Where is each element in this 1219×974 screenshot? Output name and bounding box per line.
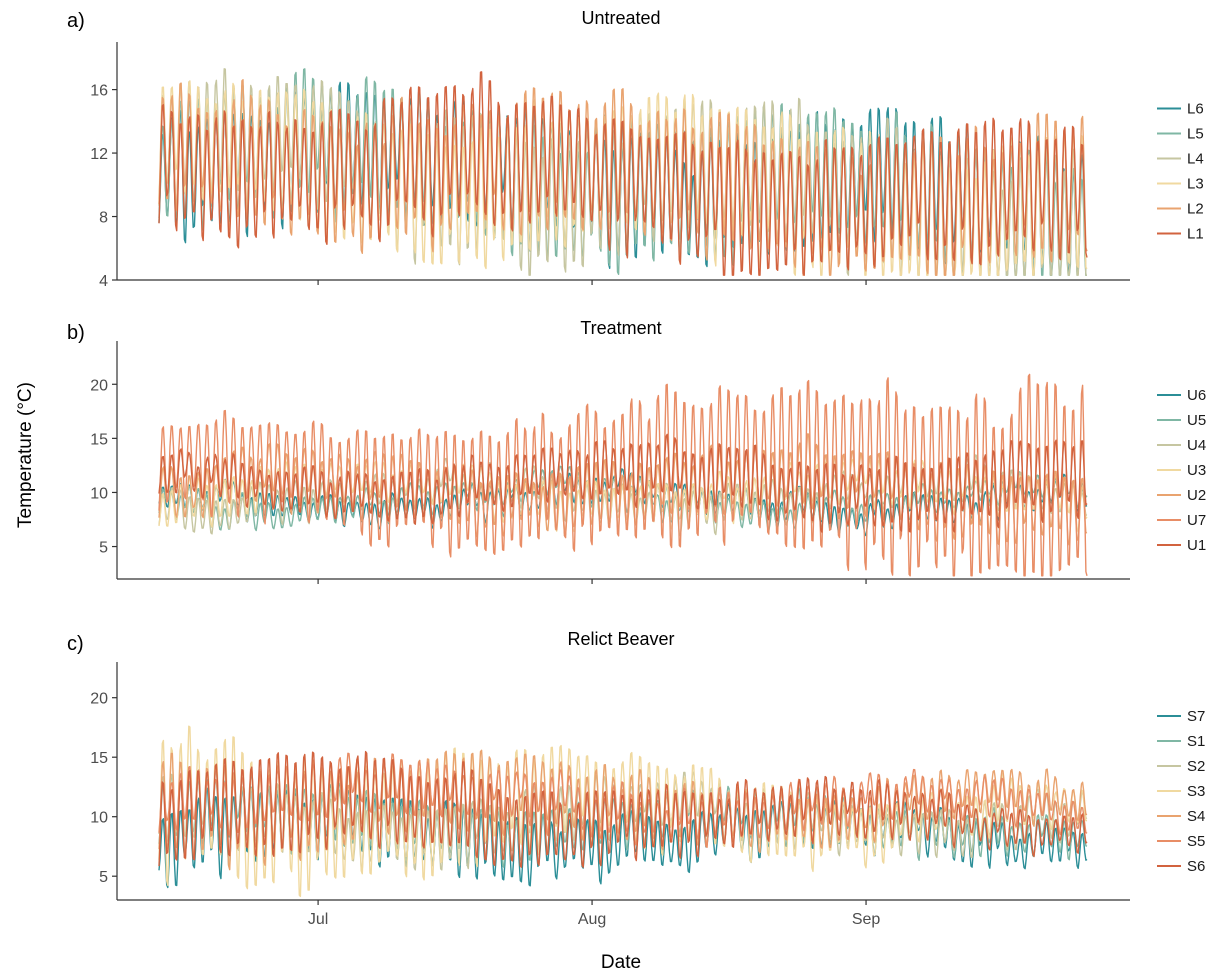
y-tick-label: 10 [90, 810, 108, 827]
legend-label: L3 [1187, 176, 1204, 193]
panels: a) Untreated 4 8 12 16 L6 L5 L4 L3 L2 L1 b) Treatment… [67, 8, 1206, 928]
y-tick-label: 5 [99, 869, 108, 886]
y-tick-label: 20 [90, 691, 108, 708]
legend-label: L4 [1187, 151, 1204, 168]
legend-label: S3 [1187, 783, 1205, 800]
legend: S7 S1 S2 S3 S4 S5 S6 [1157, 708, 1205, 875]
legend-label: U4 [1187, 437, 1206, 454]
legend: U6 U5 U4 U3 U2 U7 U1 [1157, 387, 1206, 554]
legend-label: U7 [1187, 512, 1206, 529]
legend-label: S5 [1187, 833, 1205, 850]
panel-1: a) Untreated 4 8 12 16 L6 L5 L4 L3 L2 L1 [67, 8, 1204, 290]
series-line-l1 [158, 71, 1088, 276]
panel-title: Relict Beaver [567, 629, 674, 649]
x-tick-label: Aug [578, 911, 606, 928]
legend-label: S2 [1187, 758, 1205, 775]
legend-label: L6 [1187, 101, 1204, 118]
legend-label: L5 [1187, 126, 1204, 143]
x-tick-label: Sep [852, 911, 881, 928]
legend-label: U1 [1187, 537, 1206, 554]
legend-label: S7 [1187, 708, 1205, 725]
y-tick-label: 12 [90, 146, 108, 163]
legend-label: U3 [1187, 462, 1206, 479]
y-tick-label: 15 [90, 431, 108, 448]
legend-label: U6 [1187, 387, 1206, 404]
legend-label: L1 [1187, 226, 1204, 243]
x-tick-label: Jul [308, 911, 328, 928]
y-tick-label: 20 [90, 377, 108, 394]
y-tick-label: 8 [99, 210, 108, 227]
x-axis-title: Date [601, 952, 641, 973]
series-line-u7 [158, 373, 1088, 577]
legend-label: S4 [1187, 808, 1205, 825]
series-line-s6 [158, 750, 1088, 868]
y-tick-label: 4 [99, 273, 108, 290]
legend-label: S1 [1187, 733, 1205, 750]
panel-2: b) Treatment 5 10 15 20 U6 U5 U4 U3 U2 U7 U1 [67, 318, 1206, 584]
y-axis-title: Temperature (°C) [15, 382, 36, 528]
legend-label: U5 [1187, 412, 1206, 429]
series-line-u1 [158, 433, 1088, 533]
y-tick-label: 16 [90, 83, 108, 100]
legend: L6 L5 L4 L3 L2 L1 [1157, 101, 1204, 243]
panel-letter: b) [67, 322, 85, 344]
y-tick-label: 15 [90, 750, 108, 767]
y-tick-label: 5 [99, 540, 108, 557]
panel-letter: c) [67, 633, 84, 655]
panel-title: Untreated [581, 8, 660, 28]
panel-letter: a) [67, 10, 85, 32]
legend-label: S6 [1187, 858, 1205, 875]
legend-label: U2 [1187, 487, 1206, 504]
panel-title: Treatment [580, 318, 661, 338]
legend-label: L2 [1187, 201, 1204, 218]
y-tick-label: 10 [90, 485, 108, 502]
